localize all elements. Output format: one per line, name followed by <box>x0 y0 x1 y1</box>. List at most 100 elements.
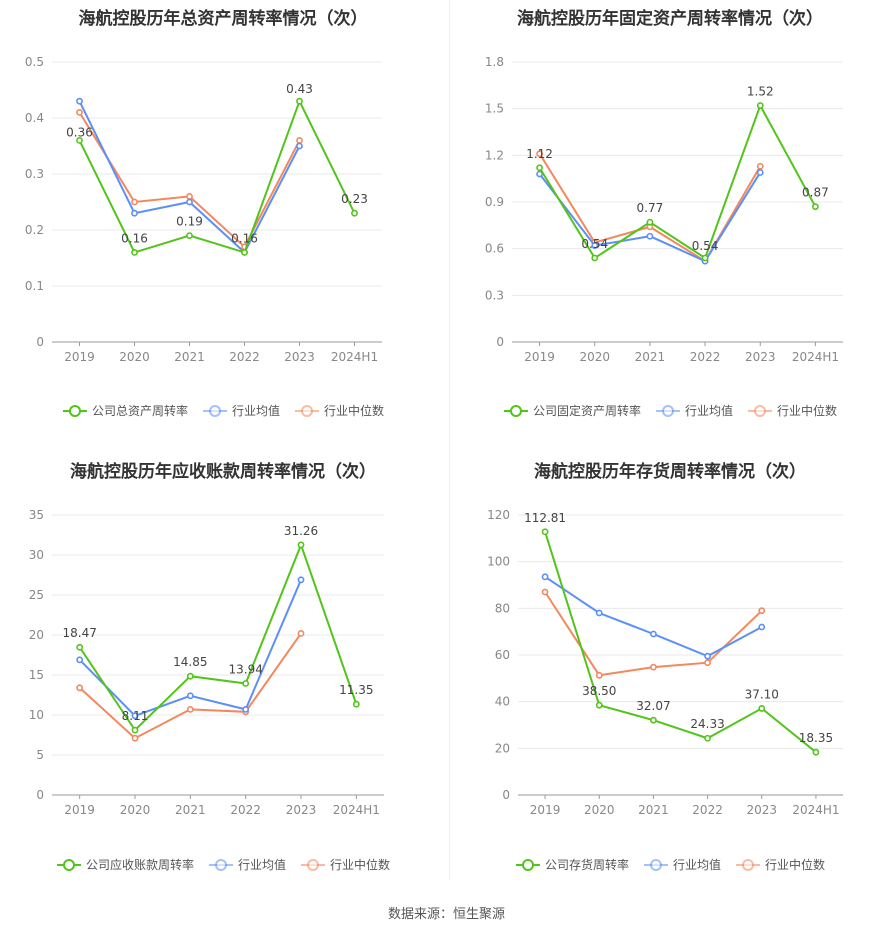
legend-label: 行业中位数 <box>324 404 385 418</box>
data-point-median[interactable] <box>76 684 84 692</box>
data-point-median[interactable] <box>756 162 764 170</box>
data-point-company[interactable] <box>595 701 603 709</box>
data-point-avg[interactable] <box>595 609 603 617</box>
data-point-company[interactable] <box>241 248 248 256</box>
legend-item-median[interactable]: 行业中位数 <box>300 856 390 873</box>
legend-label: 行业均值 <box>237 858 286 872</box>
data-point-avg[interactable] <box>186 198 193 206</box>
data-point-avg[interactable] <box>758 623 766 631</box>
data-point-median[interactable] <box>76 109 83 116</box>
data-point-avg[interactable] <box>646 232 654 240</box>
data-point-avg[interactable] <box>242 705 250 713</box>
legend-item-company[interactable]: 公司总资产周转率 <box>62 402 188 419</box>
legend-marker-icon <box>62 404 87 417</box>
series-line-company <box>78 542 358 732</box>
y-tick-label: 20 <box>495 741 510 755</box>
data-point-company[interactable] <box>186 232 193 239</box>
data-point-avg[interactable] <box>704 652 711 660</box>
x-tick-label: 2024H1 <box>792 803 839 817</box>
data-point-company[interactable] <box>758 705 766 712</box>
legend-item-median[interactable]: 行业中位数 <box>747 402 837 419</box>
data-point-avg[interactable] <box>76 97 83 105</box>
legend-item-avg[interactable]: 行业均值 <box>202 402 280 419</box>
chart-plot: 0 0.1 0.2 0.3 0.4 0.5 2019 2020 2021 2022 2023 2024… <box>25 55 382 364</box>
data-point-company[interactable] <box>131 726 139 734</box>
chart-legend: 公司总资产周转率 行业均值 行业中位数 <box>0 402 446 419</box>
data-point-median[interactable] <box>296 136 303 144</box>
x-tick-label: 2023 <box>746 803 777 817</box>
legend-label: 行业中位数 <box>765 858 826 872</box>
data-point-median[interactable] <box>541 588 549 596</box>
data-point-company[interactable] <box>351 209 358 217</box>
legend-label: 公司存货周转率 <box>544 858 629 872</box>
legend-item-median[interactable]: 行业中位数 <box>735 856 825 873</box>
data-point-company[interactable] <box>541 528 549 536</box>
data-point-company[interactable] <box>186 672 194 680</box>
data-point-avg[interactable] <box>541 573 549 581</box>
data-point-avg[interactable] <box>296 142 303 150</box>
data-label: 0.36 <box>66 125 93 139</box>
data-point-avg[interactable] <box>186 692 194 700</box>
data-point-median[interactable] <box>186 705 194 713</box>
data-point-avg[interactable] <box>297 576 305 584</box>
data-label: 0.54 <box>692 239 719 253</box>
y-tick-label: 0.1 <box>25 279 44 293</box>
data-point-company[interactable] <box>297 541 305 549</box>
data-point-company[interactable] <box>812 748 820 756</box>
data-label: 38.50 <box>582 684 616 698</box>
data-point-avg[interactable] <box>756 169 764 176</box>
x-tick-label: 2022 <box>230 803 261 817</box>
data-point-median[interactable] <box>131 734 139 742</box>
data-point-company[interactable] <box>646 218 654 226</box>
legend-marker-icon <box>301 858 325 871</box>
data-label: 0.54 <box>581 237 608 251</box>
data-point-avg[interactable] <box>650 630 657 638</box>
data-point-median[interactable] <box>650 663 657 671</box>
data-label: 0.77 <box>637 201 664 215</box>
data-label: 0.87 <box>802 186 829 200</box>
data-point-company[interactable] <box>296 97 303 105</box>
legend-item-median[interactable]: 行业中位数 <box>294 402 384 419</box>
data-point-median[interactable] <box>758 607 766 615</box>
data-point-company[interactable] <box>650 716 657 724</box>
chart-plot: 0 5 10 15 20 25 30 35 2019 2020 2021 2022 2023 2024H1… <box>29 508 384 817</box>
x-tick-label: 2020 <box>584 803 615 817</box>
data-point-company[interactable] <box>591 254 599 262</box>
data-point-avg[interactable] <box>131 712 139 720</box>
data-point-median[interactable] <box>704 659 711 667</box>
chart-panel-receivable-turnover: 海航控股历年应收账款周转率情况（次） 0 5 10 15 20 25 30 35 2019 202… <box>0 453 446 903</box>
data-point-avg[interactable] <box>591 242 599 249</box>
legend-item-company[interactable]: 公司应收账款周转率 <box>56 856 194 873</box>
data-point-company[interactable] <box>536 164 543 172</box>
legend-item-company[interactable]: 公司存货周转率 <box>515 856 629 873</box>
y-tick-label: 30 <box>29 548 44 562</box>
data-point-company[interactable] <box>812 203 819 211</box>
data-point-avg[interactable] <box>131 209 138 217</box>
data-point-company[interactable] <box>352 700 360 708</box>
chart-plot: 0 0.3 0.6 0.9 1.2 1.5 1.8 2019 2020 2021 2022 2023 2… <box>485 55 843 364</box>
data-point-median[interactable] <box>536 150 543 158</box>
data-label: 14.85 <box>173 655 207 669</box>
x-tick-label: 2019 <box>64 350 95 364</box>
data-point-median[interactable] <box>297 629 305 637</box>
data-label: 31.26 <box>284 524 318 538</box>
data-point-avg[interactable] <box>536 170 543 178</box>
data-point-median[interactable] <box>131 198 138 206</box>
y-tick-label: 0 <box>496 335 504 349</box>
legend-item-avg[interactable]: 行业均值 <box>208 856 286 873</box>
legend-item-avg[interactable]: 行业均值 <box>655 402 733 419</box>
data-point-median[interactable] <box>186 192 193 200</box>
data-point-company[interactable] <box>704 734 711 742</box>
data-point-company[interactable] <box>701 254 709 262</box>
data-point-company[interactable] <box>131 248 138 256</box>
data-point-median[interactable] <box>595 671 603 679</box>
data-point-avg[interactable] <box>76 656 84 664</box>
data-point-company[interactable] <box>756 102 764 109</box>
legend-item-avg[interactable]: 行业均值 <box>643 856 721 873</box>
data-point-company[interactable] <box>76 136 83 144</box>
x-tick-label: 2021 <box>635 350 666 364</box>
data-point-company[interactable] <box>76 643 84 651</box>
legend-item-company[interactable]: 公司固定资产周转率 <box>503 402 641 419</box>
chart-panel-total-asset-turnover: 海航控股历年总资产周转率情况（次） 0 0.1 0.2 0.3 0.4 0.5 2019 20… <box>0 0 446 450</box>
data-point-company[interactable] <box>242 680 250 687</box>
